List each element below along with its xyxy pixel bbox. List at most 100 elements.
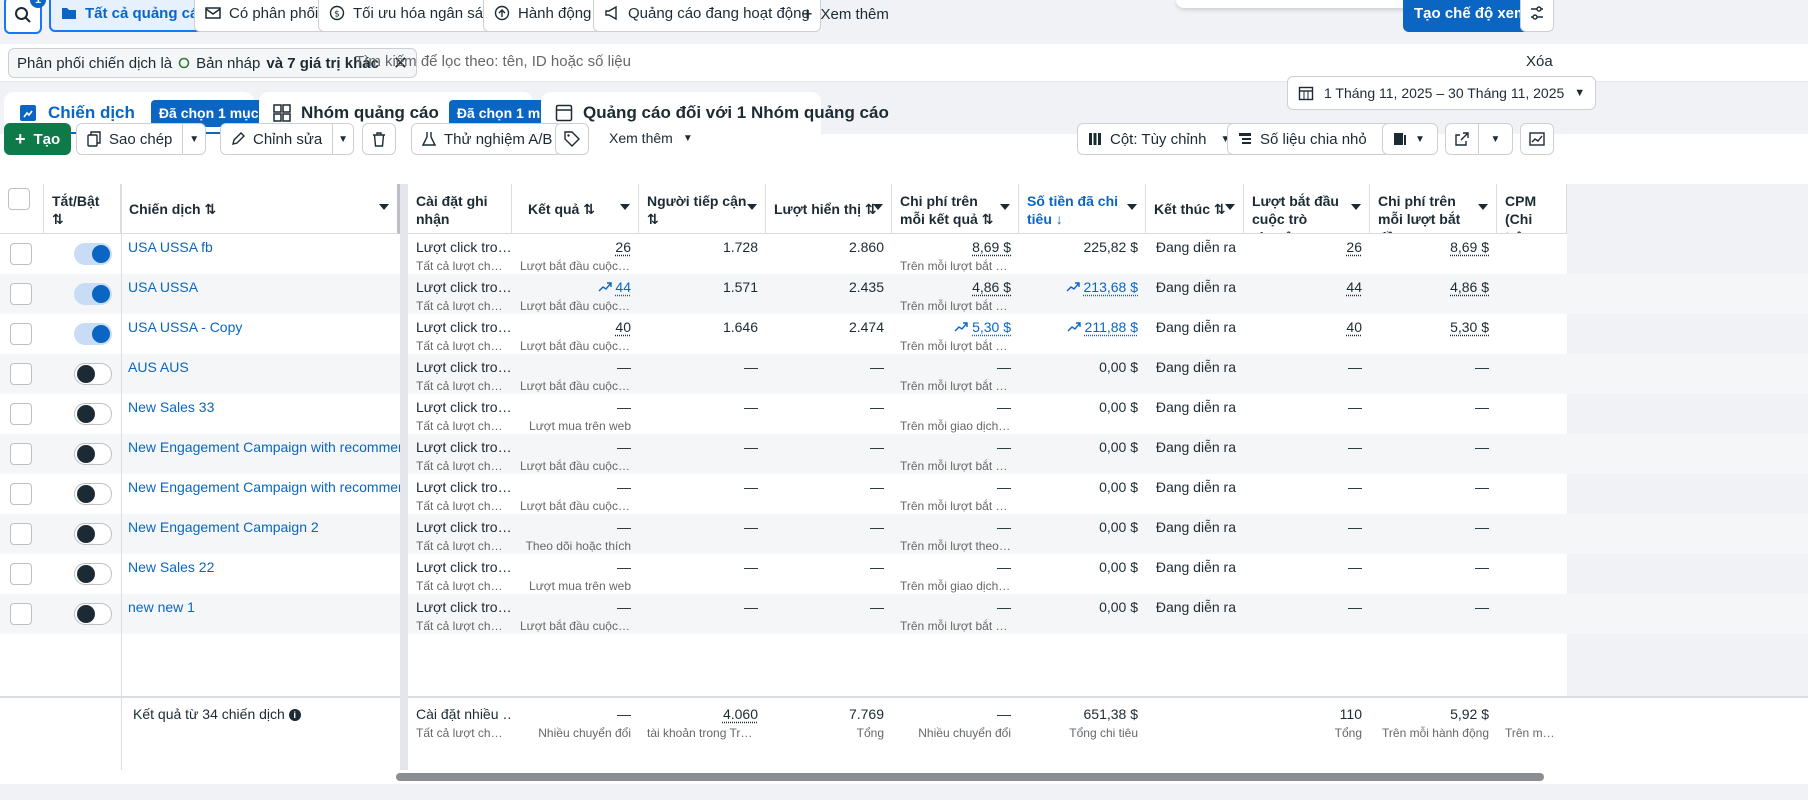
campaign-name-link[interactable]: New Engagement Campaign with recommen…: [128, 439, 400, 455]
columns-button[interactable]: Cột: Tùy chỉnh ▼: [1077, 123, 1242, 155]
date-range-picker[interactable]: 1 Tháng 11, 2025 – 30 Tháng 11, 2025 ▼: [1287, 76, 1597, 110]
row-checkbox[interactable]: [10, 563, 32, 585]
table-row[interactable]: New Engagement Campaign with recommen… Lư…: [0, 474, 1808, 514]
reports-button[interactable]: ▼: [1382, 123, 1438, 155]
header-cost-per-conversation[interactable]: Chi phí trên mỗi lượt bắt đầu…: [1370, 184, 1497, 234]
row-checkbox[interactable]: [10, 403, 32, 425]
filter-search-input[interactable]: Tìm kiếm để lọc theo: tên, ID hoặc số li…: [355, 53, 631, 70]
toggle-knob: [92, 285, 110, 303]
row-checkbox[interactable]: [10, 323, 32, 345]
header-ends[interactable]: Kết thúc ⇅: [1146, 184, 1244, 234]
horizontal-scrollbar-thumb[interactable]: [396, 773, 1544, 781]
column-menu-icon[interactable]: [1478, 204, 1488, 210]
tab-delivering[interactable]: Có phân phối: [194, 0, 330, 32]
header-attribution[interactable]: Cài đặt ghi nhận: [408, 184, 512, 234]
campaign-name-link[interactable]: New Sales 33: [128, 399, 215, 415]
create-button[interactable]: + Tạo: [4, 123, 72, 155]
delete-button[interactable]: [362, 123, 396, 155]
table-row[interactable]: new new 1 Lượt click tro… Tất cả lượt chuy…: [0, 594, 1808, 634]
row-checkbox[interactable]: [10, 283, 32, 305]
row-checkbox[interactable]: [10, 443, 32, 465]
campaign-name-link[interactable]: USA USSA - Copy: [128, 319, 243, 335]
table-row[interactable]: New Sales 22 Lượt click tro… Tất cả lượt c…: [0, 554, 1808, 594]
see-more-views[interactable]: + Xem thêm: [802, 4, 889, 24]
campaign-toggle[interactable]: [74, 603, 112, 625]
campaign-toggle[interactable]: [74, 483, 112, 505]
conversation-starts-cell: —: [1348, 599, 1362, 615]
campaign-toggle[interactable]: [74, 403, 112, 425]
row-checkbox[interactable]: [10, 483, 32, 505]
charts-button[interactable]: [1520, 123, 1554, 155]
ab-test-button[interactable]: Thử nghiệm A/B: [411, 123, 564, 155]
table-row[interactable]: USA USSA fb Lượt click tro… Tất cả lượt ch…: [0, 234, 1808, 274]
select-all-checkbox[interactable]: [8, 188, 30, 210]
table-row[interactable]: New Engagement Campaign with recommen… Lư…: [0, 434, 1808, 474]
table-row[interactable]: USA USSA - Copy Lượt click tro… Tất cả lượ…: [0, 314, 1808, 354]
export-icon[interactable]: [1446, 124, 1480, 154]
header-amount-spent[interactable]: Số tiền đã chi tiêu ↓: [1019, 184, 1146, 234]
campaign-name-link[interactable]: AUS AUS: [128, 359, 189, 375]
campaign-toggle[interactable]: [74, 443, 112, 465]
header-campaign[interactable]: Chiến dịch ⇅: [121, 184, 400, 234]
create-view-button[interactable]: Tạo chế độ xem: [1403, 0, 1539, 32]
header-cpm[interactable]: CPM (Chi trên mỗi 1: [1497, 184, 1567, 234]
tab-all-ads[interactable]: Tất cả quảng cáo: [49, 0, 220, 32]
tab-actions[interactable]: Hành động: [483, 0, 603, 32]
table-row[interactable]: New Sales 33 Lượt click tro… Tất cả lượt c…: [0, 394, 1808, 434]
tab-ads[interactable]: Quảng cáo đối với 1 Nhóm quảng cáo: [541, 92, 889, 134]
row-checkbox[interactable]: [10, 603, 32, 625]
header-conversation-starts[interactable]: Lượt bắt đầu cuộc trò chuyệ…: [1244, 184, 1370, 234]
info-icon[interactable]: i: [288, 709, 301, 721]
filter-chip[interactable]: Phân phối chiến dịch là Bản nháp và 7 gi…: [8, 48, 418, 78]
row-checkbox[interactable]: [10, 523, 32, 545]
tag-button[interactable]: [555, 123, 589, 155]
export-dropdown-icon[interactable]: ▼: [1490, 133, 1501, 145]
campaign-toggle[interactable]: [74, 243, 112, 265]
campaign-name-link[interactable]: New Sales 22: [128, 559, 215, 575]
column-menu-icon[interactable]: [1000, 204, 1010, 210]
settings-button[interactable]: [1520, 0, 1554, 32]
attribution-cell: Lượt click tro…Tất cả lượt chuyể…: [416, 479, 512, 513]
table-row[interactable]: USA USSA Lượt click tro…Tất cả lượt chuyể…: [0, 274, 1808, 314]
campaign-toggle[interactable]: [74, 323, 112, 345]
clear-filters-link[interactable]: Xóa: [1526, 53, 1553, 70]
toggle-knob: [77, 565, 95, 583]
amount-spent-cell: 0,00 $: [1099, 359, 1138, 375]
campaign-name-link[interactable]: new new 1: [128, 599, 195, 615]
header-impressions[interactable]: Lượt hiển thị ⇅: [766, 184, 892, 234]
header-cost-per-result[interactable]: Chi phí trên mỗi kết quả ⇅: [892, 184, 1019, 234]
campaign-name-link[interactable]: New Engagement Campaign with recommen…: [128, 479, 400, 495]
duplicate-button[interactable]: Sao chép: [77, 124, 184, 154]
column-menu-icon[interactable]: [1351, 204, 1361, 210]
duplicate-dropdown-icon[interactable]: ▼: [189, 133, 200, 145]
column-menu-icon[interactable]: [620, 204, 630, 210]
campaign-toggle[interactable]: [74, 283, 112, 305]
edit-dropdown-icon[interactable]: ▼: [338, 133, 349, 145]
row-checkbox[interactable]: [10, 243, 32, 265]
search-button[interactable]: 1: [4, 0, 46, 34]
close-icon[interactable]: ✕: [392, 52, 409, 73]
table-row[interactable]: AUS AUS Lượt click tro…Tất cả lượt chuyể……: [0, 354, 1808, 394]
campaign-toggle[interactable]: [74, 523, 112, 545]
edit-button[interactable]: Chỉnh sửa: [221, 124, 334, 154]
tab-active-ads[interactable]: Quảng cáo đang hoạt động: [593, 0, 821, 32]
toolbar-more-button[interactable]: Xem thêm ▼: [609, 130, 693, 146]
header-reach[interactable]: Người tiếp cận ⇅: [639, 184, 766, 234]
table-row[interactable]: New Engagement Campaign 2 Lượt click tro……: [0, 514, 1808, 554]
header-results[interactable]: Kết quả ⇅: [512, 184, 639, 234]
campaign-name-link[interactable]: USA USSA: [128, 279, 199, 295]
campaign-toggle[interactable]: [74, 363, 112, 385]
column-menu-icon[interactable]: [747, 204, 757, 210]
tab-budget-optimization[interactable]: $ Tối ưu hóa ngân sách: [318, 0, 510, 32]
breakdown-button[interactable]: Số liệu chia nhỏ ▼: [1227, 123, 1402, 155]
header-toggle[interactable]: Tắt/Bật ⇅: [44, 184, 121, 234]
frozen-column-divider[interactable]: [400, 184, 408, 771]
column-menu-icon[interactable]: [1127, 204, 1137, 210]
campaign-name-link[interactable]: New Engagement Campaign 2: [128, 519, 319, 535]
row-checkbox[interactable]: [10, 363, 32, 385]
column-menu-icon[interactable]: [1225, 204, 1235, 210]
column-menu-icon[interactable]: [873, 204, 883, 210]
campaign-toggle[interactable]: [74, 563, 112, 585]
campaign-name-link[interactable]: USA USSA fb: [128, 239, 213, 255]
column-menu-icon[interactable]: [379, 204, 389, 210]
